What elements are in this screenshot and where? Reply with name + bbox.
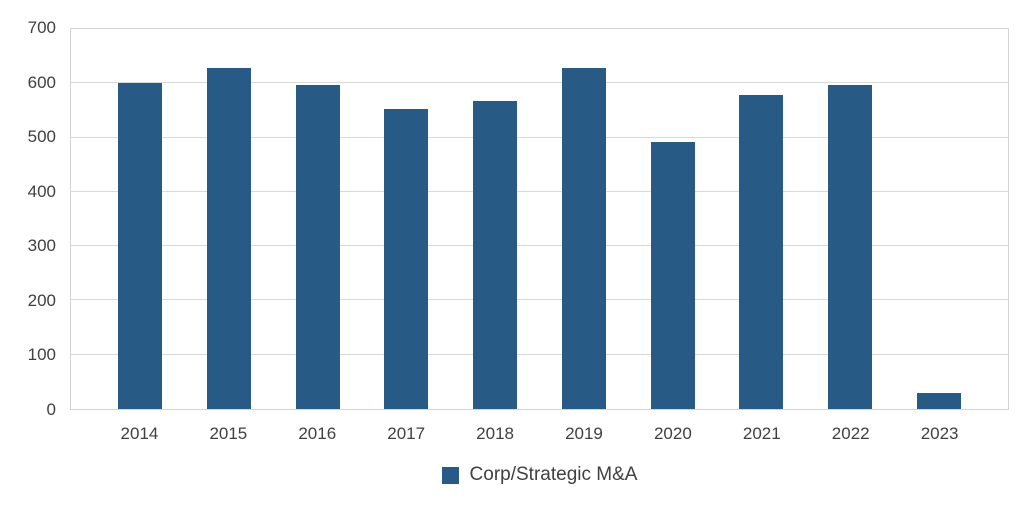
x-axis-tick-label: 2023 xyxy=(920,424,959,443)
x-axis-tick-label: 2020 xyxy=(653,424,692,443)
bar xyxy=(561,67,606,409)
bar-slot xyxy=(717,29,806,409)
gridline xyxy=(71,190,1008,192)
bar-slot xyxy=(96,29,185,409)
legend-label: Corp/Strategic M&A xyxy=(469,464,638,485)
x-axis: 2014 2015 2016 2017 2018 2019 2020 2021 2022 2023 xyxy=(70,424,1009,444)
y-axis-tick-label: 200 xyxy=(27,290,56,310)
y-axis-tick-label: 500 xyxy=(27,127,56,147)
y-axis-tick-label: 0 xyxy=(46,400,56,419)
bar xyxy=(295,85,340,409)
bar-slot xyxy=(894,29,983,409)
x-axis-tick-label: 2016 xyxy=(298,424,337,443)
bar-slot xyxy=(273,29,362,409)
bar xyxy=(207,67,252,409)
bar xyxy=(384,108,429,409)
gridline xyxy=(71,82,1008,84)
x-axis-tick-label: 2017 xyxy=(387,424,426,443)
gridline xyxy=(71,353,1008,355)
x-axis-tick-label: 2019 xyxy=(565,424,603,443)
bar-slot xyxy=(451,29,540,409)
gridline xyxy=(71,245,1008,247)
plot-area xyxy=(70,28,1009,410)
y-axis-tick-label: 300 xyxy=(27,236,56,256)
x-axis-tick-label: 2022 xyxy=(831,424,870,443)
bar xyxy=(827,84,872,409)
bar-slot xyxy=(362,29,451,409)
legend: Corp/Strategic M&A xyxy=(70,464,1009,486)
bar xyxy=(916,393,961,409)
x-axis-tick-label: 2015 xyxy=(209,424,248,443)
bar xyxy=(650,141,695,409)
bar-slot xyxy=(540,29,629,409)
x-axis-tick-label: 2014 xyxy=(120,424,159,443)
bar-slot xyxy=(628,29,717,409)
bar xyxy=(739,94,784,409)
y-axis-tick-label: 600 xyxy=(27,72,56,92)
y-axis-tick-label: 700 xyxy=(27,18,56,37)
y-axis-tick-label: 100 xyxy=(27,345,56,365)
bar xyxy=(473,101,518,409)
x-axis-tick-label: 2021 xyxy=(742,424,781,443)
legend-swatch xyxy=(441,466,459,484)
bar-slot xyxy=(185,29,274,409)
y-axis-tick-label: 400 xyxy=(27,181,56,201)
gridline xyxy=(71,136,1008,138)
x-axis-tick-label: 2018 xyxy=(476,424,514,443)
gridline xyxy=(71,299,1008,301)
bar xyxy=(118,83,163,409)
bar-slot xyxy=(806,29,895,409)
bars-container xyxy=(71,29,1008,409)
